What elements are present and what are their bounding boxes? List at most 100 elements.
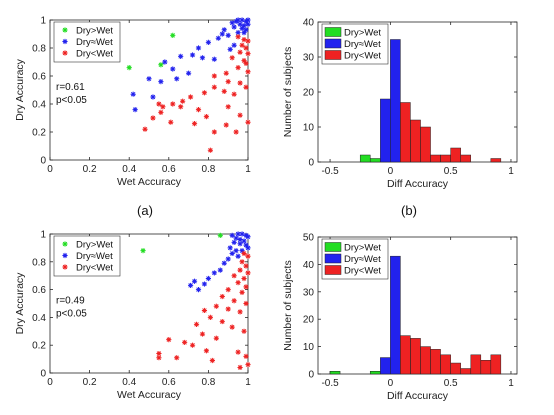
data-point xyxy=(195,45,202,51)
data-point xyxy=(170,66,176,72)
data-point xyxy=(231,298,237,304)
data-point xyxy=(201,307,208,314)
data-point xyxy=(203,348,210,354)
data-point xyxy=(156,350,162,357)
data-point xyxy=(239,17,245,23)
x-tick-label: 0.2 xyxy=(83,377,97,388)
x-tick-label: 0.6 xyxy=(162,377,176,388)
histogram-bar xyxy=(440,354,451,375)
data-point xyxy=(213,335,219,341)
legend-label: Dry>Wet xyxy=(76,26,113,37)
y-axis-label: Number of subjects xyxy=(282,47,294,137)
legend-swatch xyxy=(324,27,342,37)
data-point xyxy=(199,331,206,337)
data-point xyxy=(237,364,243,371)
data-point xyxy=(150,94,156,100)
legend-label: Dry<Wet xyxy=(344,266,381,277)
data-point xyxy=(211,56,217,62)
data-point xyxy=(170,32,176,38)
legend-label: Dry<Wet xyxy=(344,51,381,62)
legend-marker-icon xyxy=(62,264,68,270)
data-point xyxy=(207,147,213,153)
y-tick-label: 20 xyxy=(303,88,315,99)
data-point xyxy=(211,129,217,135)
histogram-bar xyxy=(380,98,391,163)
data-point xyxy=(233,248,239,254)
data-point xyxy=(243,263,249,269)
data-point xyxy=(243,353,249,359)
x-tick-label: 1 xyxy=(508,166,514,177)
correlation-text: r=0.61 xyxy=(56,82,85,93)
data-point xyxy=(241,58,247,64)
legend-swatch xyxy=(324,253,342,264)
y-axis-label: Number of subjects xyxy=(282,260,294,350)
y-tick-label: 0.2 xyxy=(32,128,46,139)
data-point xyxy=(239,231,245,237)
data-point xyxy=(235,349,241,355)
data-point xyxy=(168,119,174,125)
data-point xyxy=(201,281,208,287)
data-point xyxy=(225,256,231,262)
data-point xyxy=(235,231,241,237)
y-tick-label: 1 xyxy=(40,16,46,27)
data-point xyxy=(239,25,245,31)
histogram-bar xyxy=(390,39,401,163)
histogram-bar xyxy=(420,126,431,163)
x-tick-label: 0 xyxy=(388,378,394,389)
x-tick-label: 0.8 xyxy=(201,377,215,388)
x-axis-label: Diff Accuracy xyxy=(387,178,449,190)
data-point xyxy=(223,70,229,76)
histogram-bar xyxy=(400,102,411,163)
data-point xyxy=(170,101,176,107)
data-point xyxy=(211,84,217,90)
data-point xyxy=(187,94,194,100)
histogram-bar xyxy=(460,154,471,163)
legend-swatch xyxy=(324,242,342,252)
histogram-bar xyxy=(450,362,461,375)
histogram-bar xyxy=(490,158,502,163)
data-point xyxy=(245,51,251,57)
y-tick-label: 0.8 xyxy=(32,257,46,268)
data-point xyxy=(245,234,251,240)
legend-label: Dry>Wet xyxy=(76,240,113,251)
data-point xyxy=(211,73,217,79)
x-tick-label: 1 xyxy=(508,378,514,389)
x-axis-label: Wet Accuracy xyxy=(117,389,182,401)
data-point xyxy=(227,46,233,52)
data-point xyxy=(245,253,251,259)
data-point xyxy=(201,90,208,96)
correlation-text: r=0.49 xyxy=(56,296,85,307)
data-point xyxy=(160,104,166,110)
data-point xyxy=(225,104,231,110)
data-point xyxy=(130,91,136,97)
data-point xyxy=(241,23,247,29)
data-point xyxy=(223,122,229,128)
legend-label: Dry≈Wet xyxy=(76,251,113,262)
data-point xyxy=(229,250,235,257)
data-point xyxy=(229,232,235,238)
data-point xyxy=(215,35,221,41)
data-point xyxy=(239,289,245,295)
data-point xyxy=(245,38,251,44)
histogram-bar xyxy=(480,360,492,375)
data-point xyxy=(235,65,241,71)
data-point xyxy=(241,328,247,334)
data-point xyxy=(221,88,227,94)
x-tick-label: 1 xyxy=(245,377,251,388)
legend-marker-icon xyxy=(62,252,68,259)
y-tick-label: 40 xyxy=(303,18,315,29)
data-point xyxy=(233,129,239,135)
data-point xyxy=(225,306,231,312)
x-tick-label: 0.4 xyxy=(122,377,136,388)
data-point xyxy=(243,300,249,307)
data-point xyxy=(189,52,196,58)
data-point xyxy=(235,280,241,286)
histogram-bar xyxy=(369,371,381,375)
y-tick-label: 0 xyxy=(308,370,314,381)
scatter-panel-a: 0 0.2 0.4 0.6 0.8 1 0 0.2 0.4 0.6 0.8 1 Wet Accuracy… xyxy=(14,16,251,189)
data-point xyxy=(241,250,247,257)
data-point xyxy=(245,17,251,23)
data-point xyxy=(229,324,235,330)
x-tick-label: 0.8 xyxy=(201,164,215,175)
data-point xyxy=(158,79,164,85)
